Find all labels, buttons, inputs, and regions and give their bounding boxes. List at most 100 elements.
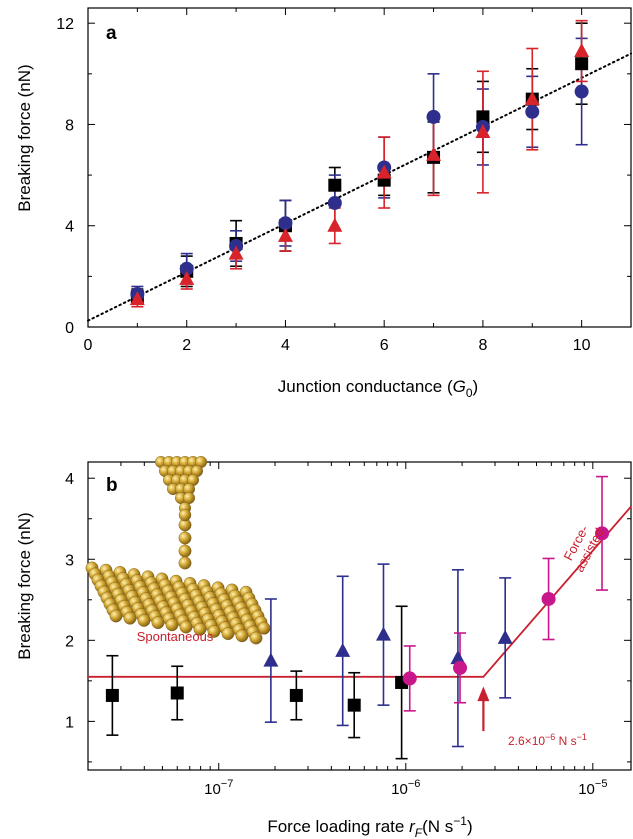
transition-arrow-head [477, 686, 490, 702]
panel-b-data [105, 475, 610, 760]
gold-atom [123, 611, 137, 625]
x-tick-label: 8 [478, 337, 487, 354]
panel-a-x-axis-label-text: Junction conductance [278, 377, 442, 396]
x-tick-label: 10−5 [578, 778, 607, 798]
triangle-red-point [327, 217, 343, 232]
panel-a-x-axis-label: Junction conductance (G0) [278, 377, 478, 400]
circle-magenta-point [453, 660, 468, 675]
square-black-point [105, 688, 119, 702]
gold-atom [178, 544, 192, 558]
rate-unit: N s [555, 734, 576, 748]
gold-atom [179, 620, 193, 634]
square-black-point [170, 686, 184, 700]
gold-atom [151, 616, 165, 629]
x-tick-label: 10−6 [391, 778, 420, 798]
panel-b-x-axis-subscript: F [415, 826, 423, 839]
gold-atom [178, 531, 192, 545]
x-tick-label: 4 [281, 337, 290, 354]
triangle-red-point [228, 245, 244, 260]
circle-blue-point [327, 195, 342, 210]
panel-b-x-axis-symbol: r [409, 817, 416, 836]
circle-blue-point [278, 216, 293, 231]
panel-a: a 0 2 4 6 8 10 0 4 8 12 Breaking force (nN) Junct… [15, 7, 632, 400]
x-tick-label-base: 10 [204, 781, 221, 798]
rate-mantissa: 2.6×10 [508, 734, 545, 748]
panel-b-x-axis-label: Force loading rate rF(N s−1) [267, 814, 472, 839]
x-tick-label-base: 10 [391, 781, 408, 798]
panel-b-y-axis-label: Breaking force (nN) [15, 512, 34, 659]
circle-blue-point [426, 109, 441, 124]
square-black-point [347, 698, 361, 712]
triangle-blue-point [450, 650, 466, 665]
gold-atom [178, 508, 192, 522]
triangle-red-point [277, 227, 293, 242]
triangle-red-point [129, 291, 145, 306]
triangle-red-point [574, 43, 590, 58]
triangle-red-point [524, 91, 540, 106]
triangle-blue-point [375, 626, 391, 641]
square-black-point [575, 57, 589, 71]
panel-b-frame [87, 461, 632, 771]
gold-atom [235, 629, 249, 643]
gold-atom [109, 609, 123, 623]
y-tick-label: 1 [65, 714, 74, 731]
gold-atom [178, 556, 192, 570]
triangle-blue-point [263, 652, 279, 667]
x-tick-label-base: 10 [578, 781, 595, 798]
square-black-point [476, 110, 490, 124]
circle-blue-point [574, 84, 589, 99]
rate-exponent: −6 [545, 732, 555, 742]
triangle-blue-point [335, 642, 351, 657]
circle-blue-point [525, 104, 540, 119]
triangle-red-point [475, 124, 491, 139]
y-tick-label: 3 [65, 552, 74, 569]
circle-magenta-point [541, 591, 556, 606]
gold-atom [193, 622, 207, 636]
panel-a-data [129, 19, 590, 308]
panel-a-fit-line [87, 52, 632, 322]
square-black-point [328, 178, 342, 192]
panel-a-y-axis-label: Breaking force (nN) [15, 64, 34, 211]
transition-rate-annotation: 2.6×10−6 N s−1 [508, 732, 587, 748]
x-tick-label: 6 [380, 337, 389, 354]
gold-atom [137, 614, 151, 627]
panel-a-label: a [106, 23, 117, 44]
panel-b-x-axis-units-close: ) [467, 817, 473, 836]
triangle-red-point [426, 146, 442, 161]
panel-a-x-axis-label-open: ( [442, 377, 453, 396]
x-tick-label: 10 [573, 337, 591, 354]
gold-atom [249, 631, 263, 645]
panel-a-ticks: 0 2 4 6 8 10 0 4 8 12 [56, 8, 632, 354]
circle-magenta-point [402, 671, 417, 686]
gold-atom [207, 625, 221, 638]
panel-a-x-axis-symbol: G [453, 377, 466, 396]
panel-a-frame [87, 7, 632, 328]
panel-b-x-axis-units: (N s [422, 817, 453, 836]
panel-a-x-axis-subscript: 0 [466, 386, 473, 400]
panel-b-x-axis-units-exponent: −1 [453, 814, 467, 828]
triangle-red-point [376, 164, 392, 179]
x-tick-label-exponent: −6 [408, 778, 421, 790]
y-tick-label: 4 [65, 219, 74, 236]
y-tick-label: 0 [65, 320, 74, 337]
panel-a-x-axis-label-close: ) [473, 377, 479, 396]
x-tick-label-exponent: −5 [595, 778, 608, 790]
triangle-blue-point [497, 629, 513, 644]
panel-b-label: b [106, 475, 118, 496]
x-tick-label-exponent: −7 [221, 778, 234, 790]
x-tick-label: 2 [182, 337, 191, 354]
circle-blue-point [179, 261, 194, 276]
panel-b-fit-line [88, 505, 632, 732]
gold-atom [221, 627, 235, 640]
y-tick-label: 2 [65, 633, 74, 650]
y-tick-label: 12 [56, 16, 74, 33]
gold-atom [165, 618, 179, 632]
gold-atomic-junction-illustration [85, 456, 271, 645]
spontaneous-label: Spontaneous [137, 629, 214, 644]
x-tick-label: 10−7 [204, 778, 233, 798]
square-black-point [289, 688, 303, 702]
rate-unit-exponent: −1 [577, 732, 587, 742]
